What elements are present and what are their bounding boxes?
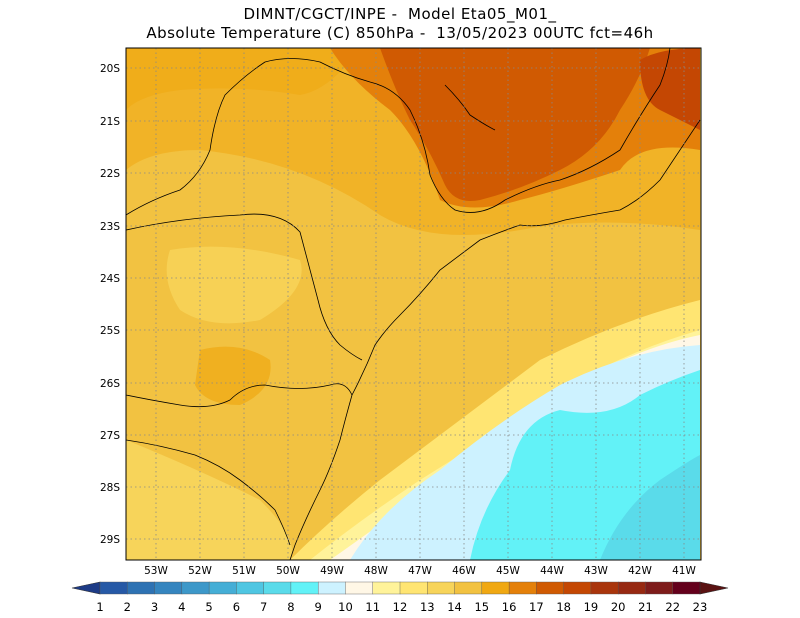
lon-label: 51W — [232, 565, 256, 577]
colorbar-label: 9 — [315, 600, 322, 614]
colorbar-segment — [154, 581, 183, 595]
colorbar-label: 2 — [124, 600, 131, 614]
latitude-labels: 20S 21S 22S 23S 24S 25S 26S 27S 28S 29S — [100, 63, 120, 546]
longitude-labels: 53W 52W 51W 50W 49W 48W 47W 46W 45W 44W … — [144, 565, 696, 577]
colorbar-label: 20 — [611, 600, 626, 614]
lat-label: 21S — [100, 116, 120, 128]
lat-label: 24S — [100, 273, 120, 285]
lat-label: 23S — [100, 221, 120, 233]
lon-label: 44W — [540, 565, 564, 577]
lat-label: 20S — [100, 63, 120, 75]
colorbar-right-arrow — [699, 581, 729, 595]
lon-label: 53W — [144, 565, 168, 577]
lon-label: 45W — [496, 565, 520, 577]
coastline-borders — [126, 48, 701, 560]
colorbar-segment — [508, 581, 537, 595]
lon-label: 46W — [452, 565, 476, 577]
colorbar-segment — [236, 581, 265, 595]
colorbar-label: 1 — [96, 600, 103, 614]
colorbar-segment — [127, 581, 156, 595]
map-title-line2: Absolute Temperature (C) 850hPa - 13/05/… — [146, 24, 654, 42]
colorbar-left-arrow — [71, 581, 101, 595]
colorbar-segment — [208, 581, 237, 595]
colorbar-label: 5 — [205, 600, 212, 614]
lon-label: 47W — [408, 565, 432, 577]
colorbar-segment — [590, 581, 619, 595]
colorbar-segment — [427, 581, 456, 595]
colorbar-label: 4 — [178, 600, 185, 614]
colorbar-label: 14 — [447, 600, 462, 614]
colorbar-segment — [481, 581, 510, 595]
colorbar-label: 23 — [693, 600, 708, 614]
lat-label: 28S — [100, 482, 120, 494]
lon-label: 52W — [188, 565, 212, 577]
colorbar-segment — [263, 581, 292, 595]
colorbar-label: 6 — [233, 600, 240, 614]
colorbar-segment — [645, 581, 674, 595]
lat-label: 27S — [100, 430, 120, 442]
colorbar-label: 11 — [365, 600, 380, 614]
colorbar-segment — [536, 581, 565, 595]
colorbar-label: 21 — [638, 600, 653, 614]
colorbar-segment — [399, 581, 428, 595]
colorbar-segment — [181, 581, 210, 595]
colorbar-segment — [563, 581, 592, 595]
lat-label: 25S — [100, 325, 120, 337]
lat-label: 29S — [100, 534, 120, 546]
graticule — [126, 48, 701, 560]
colorbar: 1 2 3 4 5 6 7 8 9 10 11 12 13 14 15 16 17 18 19 20 21 22 23 — [71, 581, 729, 614]
colorbar-segment — [99, 581, 128, 595]
lon-label: 42W — [628, 565, 652, 577]
colorbar-label: 8 — [287, 600, 294, 614]
colorbar-label: 12 — [393, 600, 408, 614]
colorbar-label: 17 — [529, 600, 544, 614]
lon-label: 49W — [320, 565, 344, 577]
lat-label: 26S — [100, 378, 120, 390]
map-title-line1: DIMNT/CGCT/INPE - Model Eta05_M01_ — [243, 5, 557, 23]
colorbar-label: 10 — [338, 600, 353, 614]
lat-label: 22S — [100, 168, 120, 180]
map-frame — [125, 47, 702, 561]
colorbar-label: 15 — [474, 600, 489, 614]
colorbar-segment — [672, 581, 701, 595]
colorbar-label: 19 — [584, 600, 599, 614]
colorbar-segment — [290, 581, 319, 595]
colorbar-label: 22 — [665, 600, 680, 614]
colorbar-segment — [617, 581, 646, 595]
temperature-field — [126, 48, 701, 560]
colorbar-label: 18 — [556, 600, 571, 614]
colorbar-segment — [454, 581, 483, 595]
colorbar-segment — [317, 581, 346, 595]
colorbar-label: 16 — [502, 600, 517, 614]
colorbar-segment — [345, 581, 374, 595]
colorbar-label: 13 — [420, 600, 435, 614]
lon-label: 41W — [672, 565, 696, 577]
lon-label: 43W — [584, 565, 608, 577]
colorbar-label: 3 — [151, 600, 158, 614]
colorbar-segment — [372, 581, 401, 595]
colorbar-label: 7 — [260, 600, 267, 614]
lon-label: 50W — [276, 565, 300, 577]
lon-label: 48W — [364, 565, 388, 577]
